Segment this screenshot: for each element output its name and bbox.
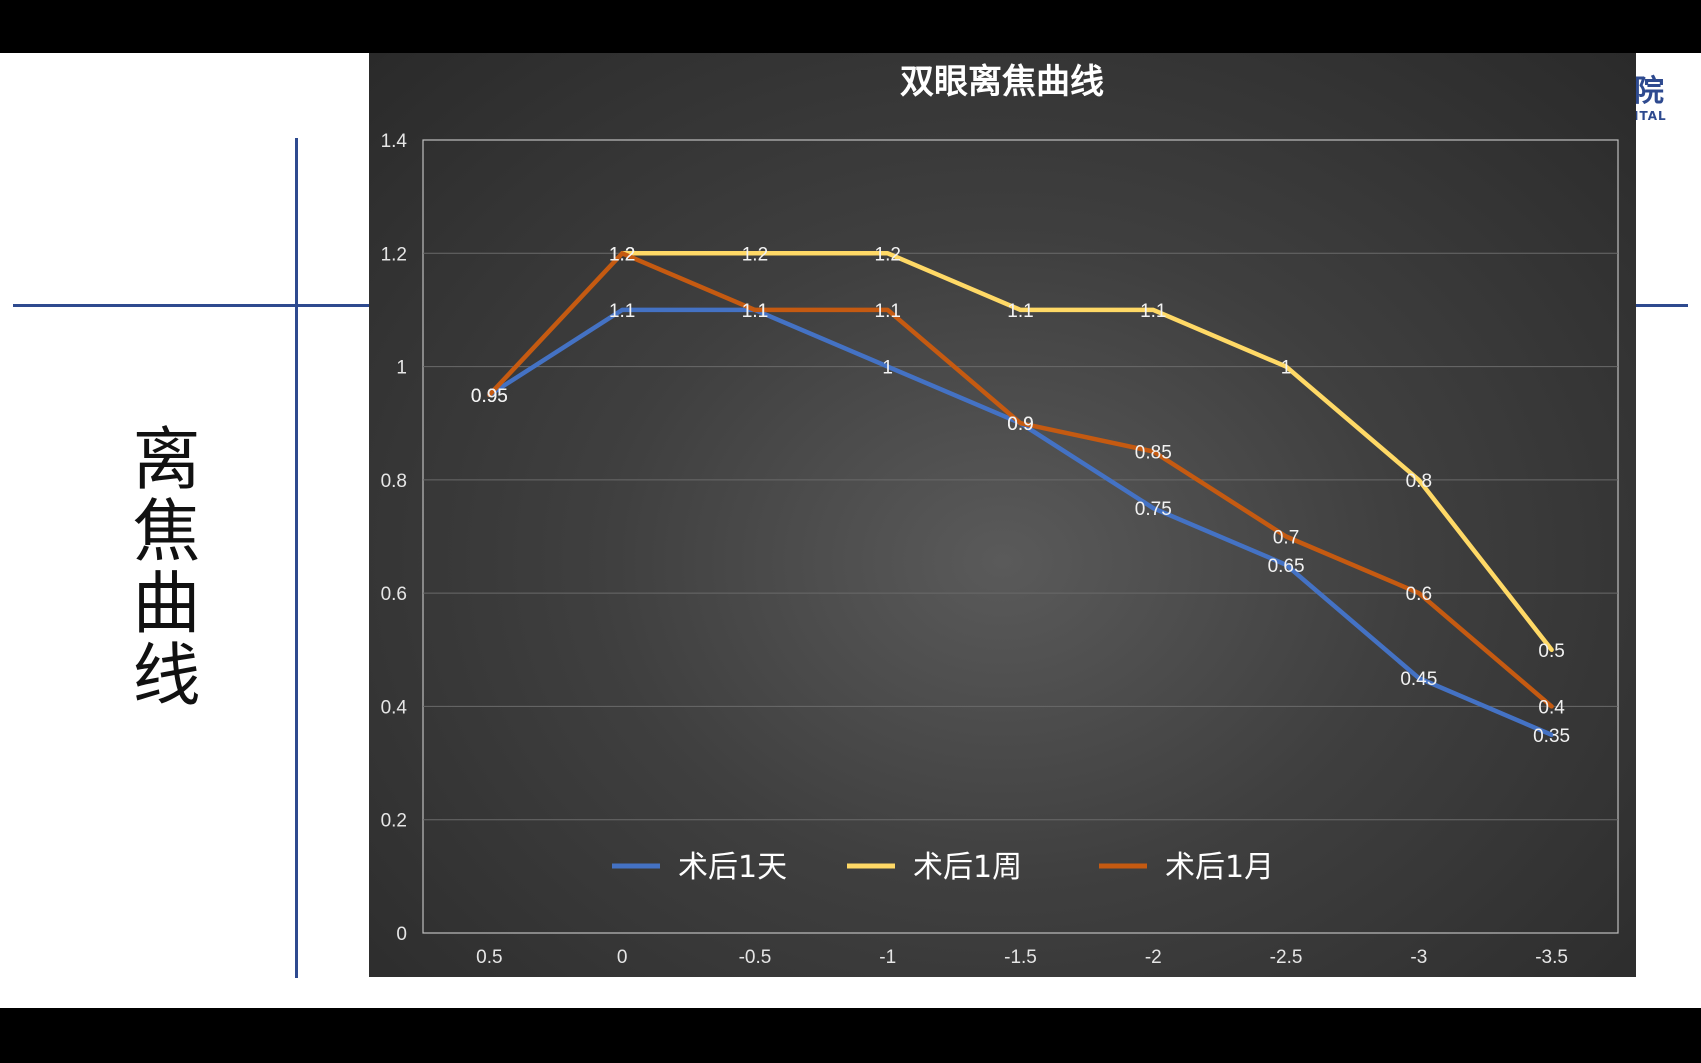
y-tick-label: 0 [396, 924, 407, 945]
defocus-curve-chart: 双眼离焦曲线 0 0.2 0.4 0.6 0.8 1 1.2 1.4 0.5 0 -0.5 -1 -1… [381, 62, 1619, 968]
data-label: 1.1 [742, 301, 768, 322]
x-tick-label: -0.5 [739, 947, 772, 968]
data-label: 0.95 [471, 386, 508, 407]
x-tick-label: -3.5 [1535, 947, 1568, 968]
data-label: 1.2 [742, 244, 768, 265]
y-tick-label: 0.2 [381, 811, 407, 832]
x-tick-label: -3 [1410, 947, 1427, 968]
data-label: 0.6 [1406, 584, 1432, 605]
bottom-letterbox [0, 1008, 1701, 1063]
hospital-logo: 院 ITAL [1634, 74, 1694, 124]
x-tick-label: 0.5 [476, 947, 502, 968]
data-label: 0.75 [1135, 499, 1172, 520]
logo-char: 院 [1634, 74, 1664, 109]
x-tick-label: -1 [879, 947, 896, 968]
data-label: 0.5 [1538, 641, 1564, 662]
y-tick-label: 1.2 [381, 244, 407, 265]
y-tick-label: 0.4 [381, 697, 408, 718]
x-tick-label: -2 [1145, 947, 1162, 968]
data-labels-layer: 0.95 1.1 1.1 1 0.9 0.75 0.65 0.45 0.35 1.2 1.2 1.2 1… [471, 244, 1570, 746]
x-tick-label: -1.5 [1004, 947, 1037, 968]
data-label: 1.2 [609, 244, 635, 265]
series-line-1 [487, 307, 1554, 738]
y-tick-label: 1 [396, 358, 407, 379]
legend-label-2: 术后1周 [913, 850, 1022, 885]
data-label: 1.1 [1140, 301, 1166, 322]
data-label: 0.85 [1135, 443, 1172, 464]
data-label: 0.65 [1268, 556, 1305, 577]
data-label: 1.2 [875, 244, 901, 265]
vertical-accent-line [295, 138, 298, 978]
data-label: 0.95 [471, 386, 508, 407]
data-label: 0.7 [1273, 528, 1299, 549]
y-axis: 0 0.2 0.4 0.6 0.8 1 1.2 1.4 [381, 131, 408, 945]
data-label: 1.1 [875, 301, 901, 322]
data-label: 0.35 [1533, 726, 1570, 747]
x-tick-label: -2.5 [1270, 947, 1303, 968]
data-label: 1.1 [1007, 301, 1033, 322]
series-line-2 [619, 251, 1554, 653]
legend: 术后1天 术后1周 术后1月 [612, 850, 1274, 885]
logo-sub: ITAL [1634, 109, 1667, 123]
plot-area-border [422, 139, 1619, 934]
side-title: 离焦曲线 [120, 423, 199, 711]
data-label: 0.4 [1538, 697, 1565, 718]
chart-panel: 双眼离焦曲线 0 0.2 0.4 0.6 0.8 1 1.2 1.4 0.5 0 -0.5 -1 -1… [369, 53, 1636, 977]
data-label: 0.9 [1007, 414, 1033, 435]
y-tick-label: 0.8 [381, 471, 407, 492]
legend-label-3: 术后1月 [1165, 850, 1274, 885]
chart-title: 双眼离焦曲线 [900, 62, 1104, 102]
data-label: 1.2 [609, 244, 635, 265]
y-tick-label: 0.6 [381, 584, 407, 605]
data-label: 1 [882, 358, 893, 379]
data-label: 0.8 [1406, 471, 1432, 492]
data-label: 1 [1281, 358, 1292, 379]
grid-layer [423, 252, 1618, 821]
slide: 离焦曲线 院 ITAL 双眼离焦曲线 0 0.2 0.4 0.6 0.8 1 1.2 1.4 … [0, 53, 1701, 1008]
data-label: 0.45 [1400, 669, 1437, 690]
x-tick-label: 0 [617, 947, 628, 968]
series-layer [487, 251, 1554, 738]
data-label: 1.1 [609, 301, 635, 322]
series-line-3 [487, 251, 1554, 709]
data-label: 1.1 [742, 301, 768, 322]
x-axis: 0.5 0 -0.5 -1 -1.5 -2 -2.5 -3 -3.5 [476, 947, 1568, 968]
y-tick-label: 1.4 [381, 131, 408, 152]
data-label: 0.9 [1007, 414, 1033, 435]
legend-label-1: 术后1天 [678, 850, 787, 885]
